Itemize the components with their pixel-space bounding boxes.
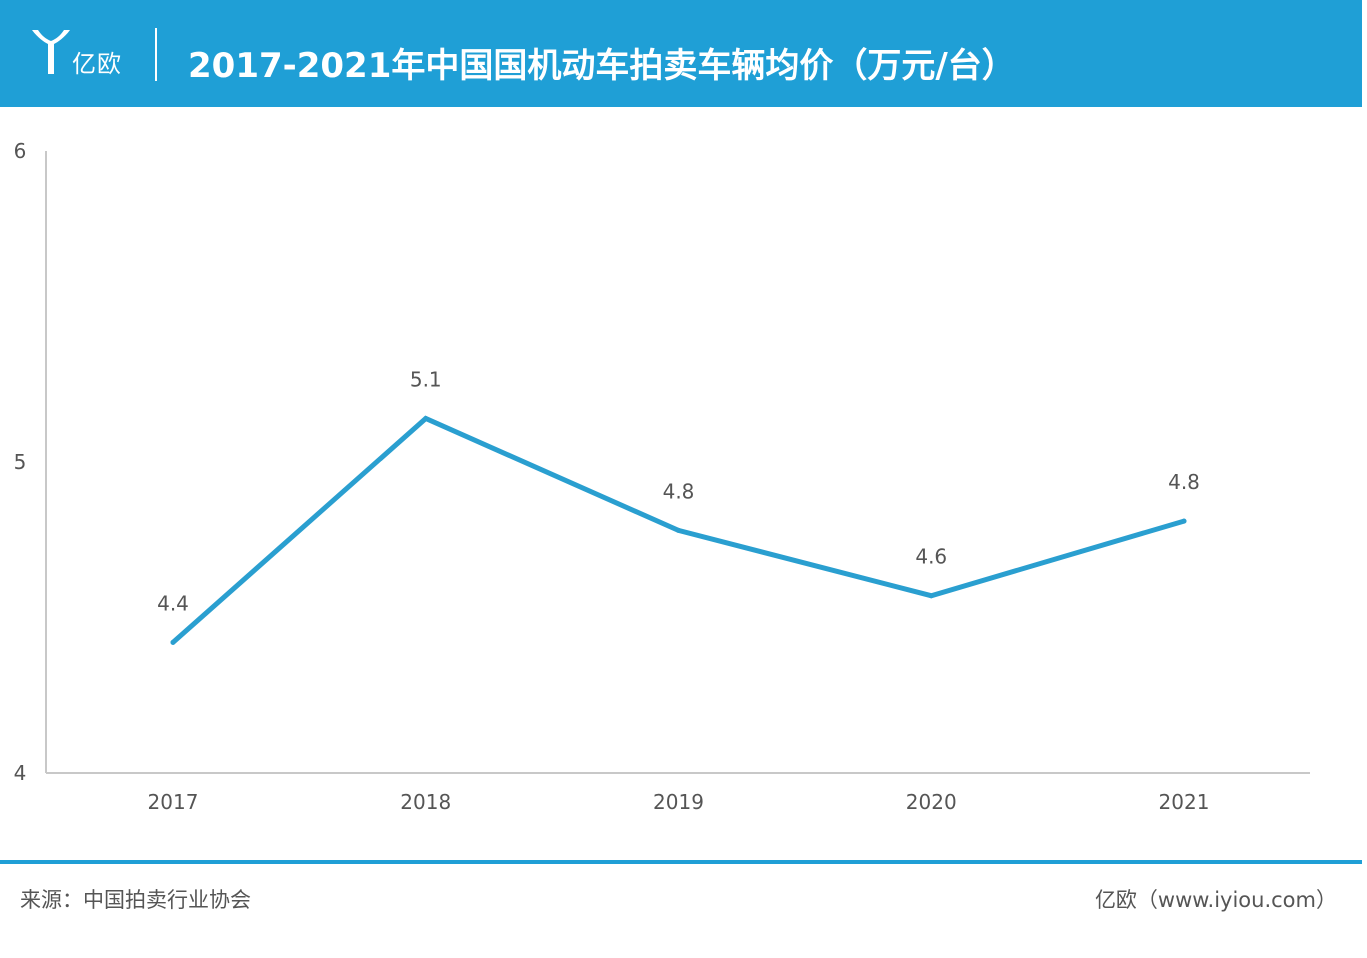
data-label: 4.6	[915, 545, 947, 569]
header-banner: 亿欧 2017-2021年中国国机动车拍卖车辆均价（万元/台）	[0, 0, 1362, 107]
x-tick-label: 2018	[400, 790, 451, 814]
x-tick-label: 2021	[1159, 790, 1210, 814]
footer-divider	[0, 860, 1362, 864]
x-tick-label: 2017	[148, 790, 199, 814]
y-tick-label: 5	[14, 450, 27, 474]
data-point	[170, 639, 176, 645]
data-label: 4.4	[157, 591, 189, 615]
data-point	[1181, 518, 1187, 524]
yiou-logo-icon	[32, 30, 70, 74]
x-tick-label: 2019	[653, 790, 704, 814]
data-point	[676, 527, 681, 533]
line-chart: 4 5 6 2017 2018 2019 2020 2021 4.4 5.1 4.8 4.6 4.8	[14, 139, 1310, 814]
data-label: 5.1	[410, 367, 442, 391]
y-tick-label: 4	[14, 761, 27, 785]
data-point	[423, 415, 429, 421]
credit-note: 亿欧（www.iyiou.com）	[1094, 888, 1337, 912]
data-label: 4.8	[1168, 470, 1200, 494]
logo-text: 亿欧	[72, 50, 122, 78]
x-tick-label: 2020	[906, 790, 957, 814]
source-note: 来源：中国拍卖行业协会	[20, 888, 251, 912]
data-point	[928, 593, 934, 599]
page-title: 2017-2021年中国国机动车拍卖车辆均价（万元/台）	[188, 46, 1016, 86]
y-tick-label: 6	[14, 139, 27, 163]
header-divider	[155, 28, 157, 81]
data-label: 4.8	[663, 479, 695, 503]
